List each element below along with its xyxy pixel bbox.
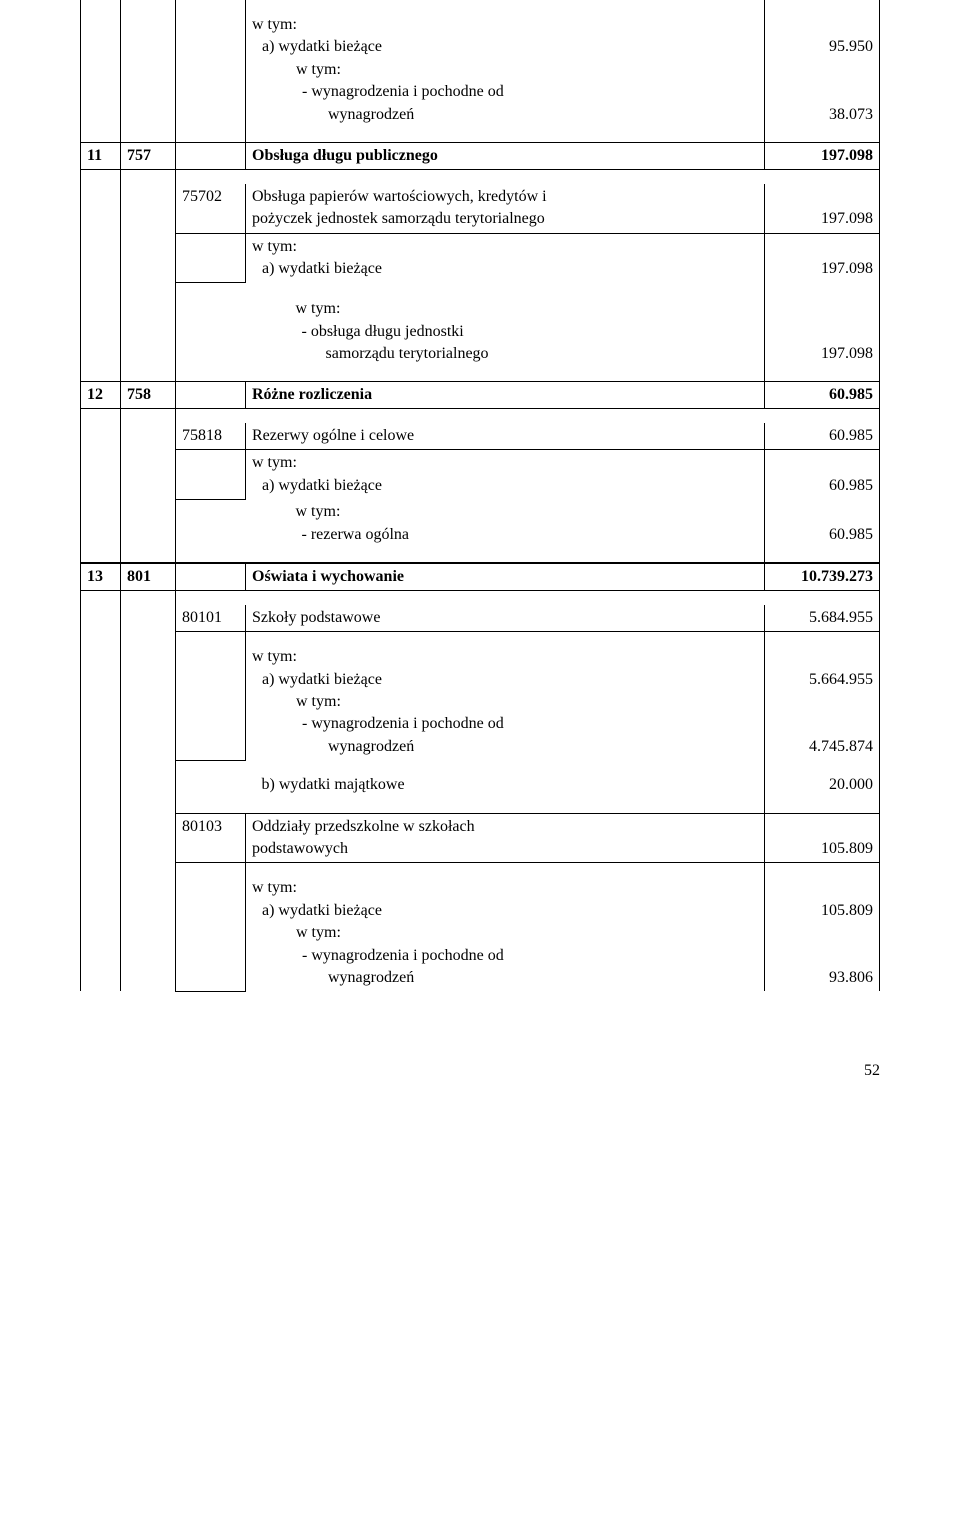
text: w tym: xyxy=(252,284,759,320)
table-row: 80103 Oddziały przedszkolne w szkołach p… xyxy=(81,813,880,863)
budget-table: w tym: a) wydatki bieżące w tym: - wynag… xyxy=(80,0,880,992)
text: w tym: xyxy=(252,877,758,899)
text: w tym: xyxy=(252,691,758,713)
text: - rezerwa ogólna xyxy=(252,524,759,560)
section-number: 13 xyxy=(81,563,121,591)
table-row: 75702 Obsługa papierów wartościowych, kr… xyxy=(81,184,880,233)
sub-code: 80101 xyxy=(176,605,246,632)
table-row: w tym: a) wydatki bieżące w tym: - wynag… xyxy=(81,863,880,991)
text: Szkoły podstawowe xyxy=(246,605,765,632)
value: 105.809 xyxy=(771,900,873,922)
section-number: 11 xyxy=(81,142,121,169)
table-row: b) wydatki majątkowe 20.000 xyxy=(81,760,880,813)
text: w tym: xyxy=(252,922,758,944)
value: 93.806 xyxy=(771,967,873,989)
sub-code: 75818 xyxy=(176,423,246,450)
section-code: 757 xyxy=(121,142,176,169)
text: samorządu terytorialnego xyxy=(252,343,759,365)
text: Obsługa papierów wartościowych, kredytów… xyxy=(252,186,758,208)
table-row: w tym: a) wydatki bieżące w tym: - wynag… xyxy=(81,0,880,142)
section-header-row: 13 801 Oświata i wychowanie 10.739.273 xyxy=(81,563,880,591)
section-code: 801 xyxy=(121,563,176,591)
text: w tym: xyxy=(252,59,758,81)
text: Oddziały przedszkolne w szkołach xyxy=(252,816,758,838)
section-title: Różne rozliczenia xyxy=(246,382,765,409)
section-title: Oświata i wychowanie xyxy=(246,563,765,591)
value: 197.098 xyxy=(771,258,873,280)
text: wynagrodzeń xyxy=(252,967,758,989)
text: w tym: xyxy=(252,646,758,668)
text: pożyczek jednostek samorządu terytorialn… xyxy=(252,208,758,230)
text: wynagrodzeń xyxy=(252,736,758,758)
table-row: w tym: - obsługa długu jednostki samorzą… xyxy=(81,282,880,367)
text: Rezerwy ogólne i celowe xyxy=(246,423,765,450)
table-row: w tym: - rezerwa ogólna 60.985 xyxy=(81,499,880,563)
value: 60.985 xyxy=(765,423,880,450)
text: b) wydatki majątkowe xyxy=(252,774,759,810)
text: - obsługa długu jednostki xyxy=(252,321,759,343)
table-row: 75818 Rezerwy ogólne i celowe 60.985 xyxy=(81,423,880,450)
page-number: 52 xyxy=(80,1062,880,1080)
text: w tym: xyxy=(252,14,758,36)
section-value: 60.985 xyxy=(765,382,880,409)
text: - wynagrodzenia i pochodne od xyxy=(252,713,758,735)
text: - wynagrodzenia i pochodne od xyxy=(252,945,758,967)
text: a) wydatki bieżące xyxy=(252,36,758,58)
text: a) wydatki bieżące xyxy=(252,669,758,691)
text: podstawowych xyxy=(252,838,758,860)
value: 60.985 xyxy=(771,524,873,560)
text: w tym: xyxy=(252,452,758,474)
section-code: 758 xyxy=(121,382,176,409)
table-row: w tym: a) wydatki bieżące 197.098 xyxy=(81,233,880,282)
text: a) wydatki bieżące xyxy=(252,258,758,280)
sub-code: 75702 xyxy=(176,184,246,233)
value: 5.684.955 xyxy=(765,605,880,632)
text: w tym: xyxy=(252,236,758,258)
value: 5.664.955 xyxy=(771,669,873,691)
text: - wynagrodzenia i pochodne od xyxy=(252,81,758,103)
text: a) wydatki bieżące xyxy=(252,475,758,497)
value: 95.950 xyxy=(771,36,873,58)
value: 60.985 xyxy=(771,475,873,497)
value: 197.098 xyxy=(771,208,873,230)
sub-code: 80103 xyxy=(176,813,246,863)
section-header-row: 12 758 Różne rozliczenia 60.985 xyxy=(81,382,880,409)
section-value: 10.739.273 xyxy=(765,563,880,591)
text: wynagrodzeń xyxy=(252,104,758,140)
table-row: w tym: a) wydatki bieżące w tym: - wynag… xyxy=(81,632,880,760)
value: 105.809 xyxy=(771,838,873,860)
section-number: 12 xyxy=(81,382,121,409)
section-value: 197.098 xyxy=(765,142,880,169)
value: 197.098 xyxy=(771,343,873,365)
value: 20.000 xyxy=(771,774,873,810)
value: 4.745.874 xyxy=(771,736,873,758)
table-row: w tym: a) wydatki bieżące 60.985 xyxy=(81,450,880,499)
text: a) wydatki bieżące xyxy=(252,900,758,922)
text: w tym: xyxy=(252,501,759,523)
value: 38.073 xyxy=(771,104,873,140)
table-row: 80101 Szkoły podstawowe 5.684.955 xyxy=(81,605,880,632)
document-page: w tym: a) wydatki bieżące w tym: - wynag… xyxy=(0,0,960,1120)
section-header-row: 11 757 Obsługa długu publicznego 197.098 xyxy=(81,142,880,169)
section-title: Obsługa długu publicznego xyxy=(246,142,765,169)
